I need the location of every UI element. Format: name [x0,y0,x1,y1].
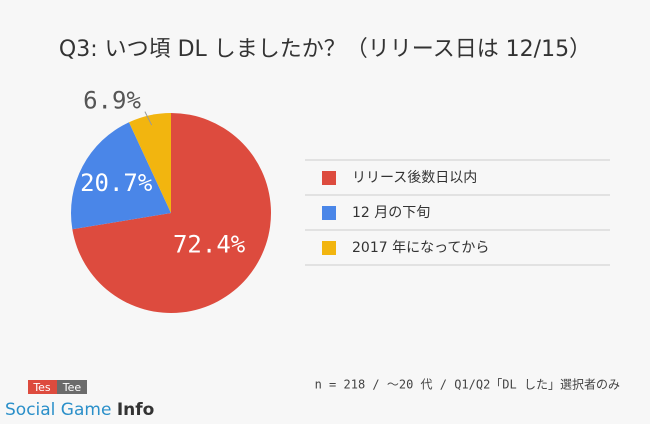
logo-text: Tes [32,381,51,394]
legend-swatch [322,241,336,255]
legend-label: リリース後数日以内 [352,170,477,186]
pie-slice [128,113,171,213]
pie-slice [72,113,271,313]
footnote: n = 218 / ～20 代 / Q1/Q2「DL した」選択者のみ [315,378,620,392]
logo-box [57,380,87,394]
site-name: Social Game [5,400,117,420]
logo-text: Tee [62,381,82,394]
site-name-bold: Info [117,400,155,420]
leader-line [144,111,153,126]
site-name: Social Game Info [5,400,154,420]
legend-swatch [322,171,336,185]
value-label: 20.7% [80,169,153,197]
legend-label: 2017 年になってから [352,240,489,256]
pie-slice [70,122,171,230]
legend-swatch [322,206,336,220]
legend-label: 12 月の下旬 [352,205,430,221]
logo-box [28,380,57,394]
chart-title: Q3: いつ頃 DL しましたか？（リリース日は 12/15） [59,37,591,62]
value-label: 6.9% [83,87,141,115]
value-label: 72.4% [173,230,246,258]
